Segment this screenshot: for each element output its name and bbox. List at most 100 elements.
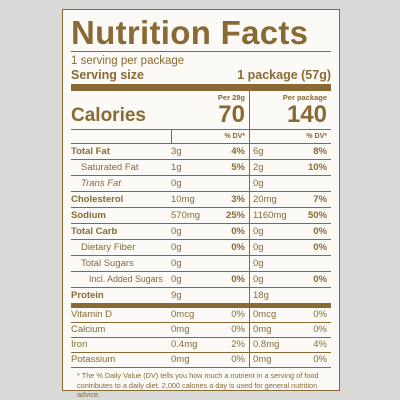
nutrient-row: Total Fat 3g 4% 6g 8% bbox=[71, 144, 331, 160]
daily-value: 25% bbox=[225, 210, 245, 221]
amount: 0mg bbox=[171, 324, 190, 335]
daily-value: 0% bbox=[231, 309, 245, 320]
nutrient-row: Dietary Fiber 0g 0% 0g 0% bbox=[71, 240, 331, 256]
daily-value: 0% bbox=[231, 242, 245, 253]
nutrient-name: Sodium bbox=[71, 210, 106, 221]
nutrient-name: Potassium bbox=[71, 354, 116, 365]
daily-value: 5% bbox=[231, 162, 245, 173]
nutrient-row: Sodium 570mg 25% 1160mg 50% bbox=[71, 208, 331, 224]
amount: 0g bbox=[249, 224, 293, 239]
amount: 0g bbox=[249, 272, 293, 287]
amount: 9g bbox=[171, 290, 182, 301]
amount: 3g bbox=[171, 146, 182, 157]
nutrient-row: Cholesterol 10mg 3% 20mg 7% bbox=[71, 192, 331, 208]
nutrient-row: Total Carb 0g 0% 0g 0% bbox=[71, 224, 331, 240]
nutrient-name: Total Sugars bbox=[81, 258, 134, 269]
dv-header: % DV* bbox=[171, 130, 249, 143]
nutrient-name: Vitamin D bbox=[71, 309, 113, 320]
amount: 0mg bbox=[249, 353, 293, 367]
daily-value: 50% bbox=[307, 210, 327, 221]
dv-header: % DV* bbox=[249, 130, 331, 143]
amount: 0g bbox=[171, 242, 182, 253]
amount: 20mg bbox=[249, 192, 293, 207]
daily-value: 7% bbox=[313, 194, 327, 205]
nutrient-row: Potassium 0mg 0% 0mg 0% bbox=[71, 353, 331, 368]
nutrient-row: Iron 0.4mg 2% 0.8mg 4% bbox=[71, 338, 331, 353]
nutrient-name: Dietary Fiber bbox=[81, 242, 136, 253]
daily-value: 0% bbox=[313, 354, 327, 365]
footnote: * The % Daily Value (DV) tells you how m… bbox=[77, 371, 319, 399]
nutrient-name: Saturated Fat bbox=[81, 162, 139, 173]
nutrient-name: Incl. Added Sugars bbox=[89, 274, 163, 284]
amount: 10mg bbox=[171, 194, 195, 205]
nutrient-name: Cholesterol bbox=[71, 194, 124, 205]
nutrition-label: Nutrition Facts 1 serving per package Se… bbox=[62, 9, 340, 399]
nutrient-row: Protein 9g 18g bbox=[71, 288, 331, 304]
daily-value: 0% bbox=[313, 324, 327, 335]
calories-col: Per 28g 70 bbox=[171, 91, 249, 129]
calories-value: 70 bbox=[218, 101, 245, 128]
calories-col: Per package 140 bbox=[249, 91, 331, 129]
amount: 570mg bbox=[171, 210, 201, 221]
nutrient-row: Vitamin D 0mcg 0% 0mcg 0% bbox=[71, 308, 331, 323]
daily-value: 0% bbox=[313, 242, 327, 253]
amount: 0mcg bbox=[249, 308, 293, 322]
nutrient-rows: Total Fat 3g 4% 6g 8% Saturated Fat 1g 5% 2g 10% T… bbox=[71, 144, 331, 304]
micronutrient-rows: Vitamin D 0mcg 0% 0mcg 0% Calcium 0mg 0% 0mg 0% Ir… bbox=[71, 308, 331, 368]
amount: 0g bbox=[249, 176, 293, 191]
daily-value: 0% bbox=[231, 354, 245, 365]
daily-value bbox=[293, 288, 331, 303]
nutrient-row: Calcium 0mg 0% 0mg 0% bbox=[71, 323, 331, 338]
daily-value: 0% bbox=[313, 309, 327, 320]
nutrient-name: Calcium bbox=[71, 324, 106, 335]
nutrient-row: Saturated Fat 1g 5% 2g 10% bbox=[71, 160, 331, 176]
daily-value: 4% bbox=[313, 339, 327, 350]
serving-size: Serving size 1 package (57g) bbox=[71, 68, 331, 83]
daily-value: 0% bbox=[313, 226, 327, 237]
daily-value bbox=[293, 176, 331, 191]
daily-value: 0% bbox=[313, 274, 327, 285]
daily-value bbox=[211, 288, 249, 303]
amount: 18g bbox=[249, 288, 293, 303]
daily-value: 4% bbox=[231, 146, 245, 157]
amount: 0g bbox=[171, 274, 182, 285]
daily-value: 3% bbox=[231, 194, 245, 205]
amount: 1160mg bbox=[249, 208, 293, 223]
daily-value bbox=[211, 176, 249, 191]
dv-header-row: % DV* % DV* bbox=[71, 130, 331, 144]
nutrient-row: Incl. Added Sugars 0g 0% 0g 0% bbox=[71, 272, 331, 288]
column-header: Per 28g bbox=[217, 93, 245, 102]
nutrient-name: Iron bbox=[71, 339, 88, 350]
amount: 0mcg bbox=[171, 309, 195, 320]
amount: 0.8mg bbox=[249, 338, 293, 352]
amount: 0g bbox=[249, 240, 293, 255]
daily-value: 0% bbox=[231, 324, 245, 335]
servings: 1 serving per package bbox=[71, 55, 185, 67]
amount: 0g bbox=[171, 178, 182, 189]
amount: 0g bbox=[171, 258, 182, 269]
amount: 0.4mg bbox=[171, 339, 198, 350]
nutrient-name: Total Fat bbox=[71, 146, 110, 157]
nutrient-name: Total Carb bbox=[71, 226, 118, 237]
daily-value: 0% bbox=[231, 226, 245, 237]
nutrient-name: Protein bbox=[71, 290, 104, 301]
amount: 0g bbox=[171, 226, 182, 237]
divider bbox=[71, 304, 331, 308]
title: Nutrition Facts bbox=[71, 16, 331, 52]
amount: 2g bbox=[249, 160, 293, 175]
nutrient-row: Total Sugars 0g 0g bbox=[71, 256, 331, 272]
daily-value bbox=[211, 256, 249, 271]
daily-value: 8% bbox=[313, 146, 327, 157]
divider bbox=[71, 84, 331, 91]
serving-size-value: 1 package (57g) bbox=[237, 68, 331, 82]
amount: 1g bbox=[171, 162, 182, 173]
column-header: Per package bbox=[282, 93, 327, 102]
calories-label: Calories bbox=[71, 105, 146, 126]
serving-size-label: Serving size bbox=[71, 68, 144, 82]
amount: 6g bbox=[249, 144, 293, 159]
calories: Calories Per 28g 70 Per package 140 bbox=[71, 91, 331, 130]
daily-value: 2% bbox=[231, 339, 245, 350]
nutrient-row: Trans Fat 0g 0g bbox=[71, 176, 331, 192]
daily-value bbox=[293, 256, 331, 271]
